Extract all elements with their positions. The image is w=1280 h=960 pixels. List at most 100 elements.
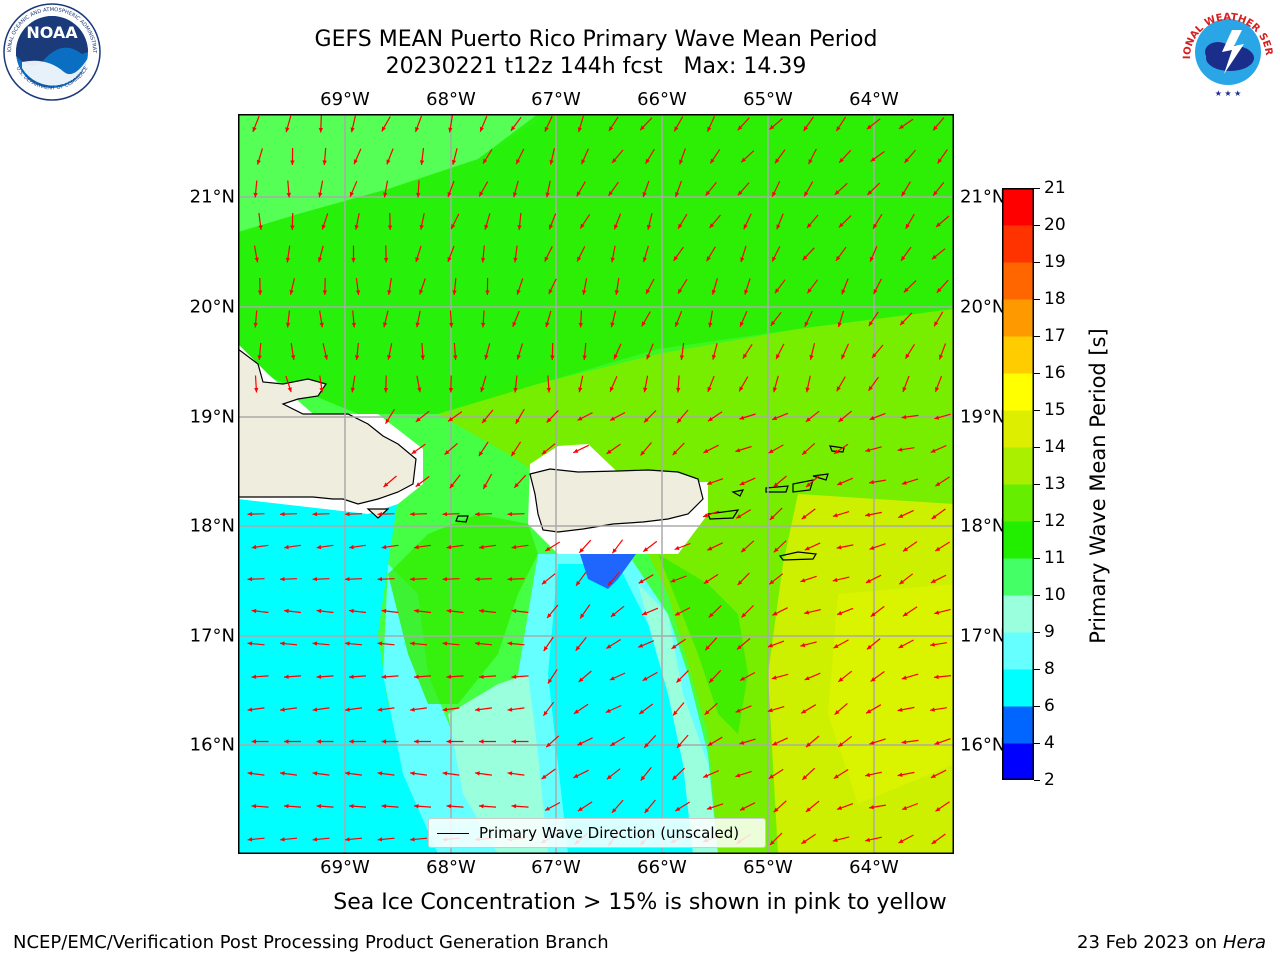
wave-arrow-head bbox=[674, 545, 680, 550]
wave-arrow-head bbox=[901, 191, 906, 197]
wave-arrow-head bbox=[930, 707, 935, 712]
wave-arrow-head bbox=[322, 290, 328, 295]
wave-arrow-head bbox=[247, 837, 253, 842]
wave-arrow-head bbox=[643, 387, 648, 393]
wave-arrow-head bbox=[415, 257, 420, 263]
wave-arrow-head bbox=[287, 387, 292, 393]
wave-arrow-head bbox=[676, 677, 682, 683]
wave-arrow-head bbox=[253, 192, 258, 198]
wave-arrow-head bbox=[479, 804, 484, 809]
wave-arrow-head bbox=[581, 159, 586, 165]
wave-arrow-head bbox=[901, 414, 907, 420]
wave-arrow-head bbox=[475, 641, 480, 646]
wave-arrow-head bbox=[516, 159, 521, 165]
wave-arrow-head bbox=[613, 354, 618, 360]
map-gridlines bbox=[238, 114, 954, 854]
wave-arrow-head bbox=[546, 742, 551, 748]
wave-arrow-head bbox=[345, 577, 350, 582]
wave-arrow-head bbox=[606, 774, 612, 780]
wave-arrow-head bbox=[354, 355, 360, 360]
wave-arrow-head bbox=[410, 577, 415, 582]
wave-arrow-head bbox=[705, 645, 710, 651]
wave-arrow-head bbox=[646, 289, 651, 294]
wave-arrow-head bbox=[703, 513, 708, 518]
wave-arrow-head bbox=[930, 578, 936, 583]
colorbar-tick-mark bbox=[1034, 595, 1040, 596]
wave-arrow-head bbox=[451, 159, 457, 165]
lat-label-left: 18°N bbox=[189, 515, 235, 537]
wave-arrow-head bbox=[739, 386, 744, 392]
colorbar-label: Primary Wave Mean Period [s] bbox=[1086, 328, 1110, 644]
wave-arrow-head bbox=[675, 192, 680, 197]
wave-arrow-head bbox=[868, 321, 874, 327]
wave-arrow-head bbox=[345, 837, 350, 842]
wave-arrow-head bbox=[349, 608, 354, 614]
lon-label-bottom: 68°W bbox=[426, 857, 476, 878]
wave-arrow-head bbox=[739, 740, 745, 745]
wave-arrow-head bbox=[837, 805, 842, 810]
wave-arrow-head bbox=[776, 354, 781, 360]
wave-arrow-head bbox=[442, 707, 448, 712]
wave-arrow-head bbox=[832, 577, 838, 582]
wave-arrow-head bbox=[387, 225, 393, 230]
wave-arrow-head bbox=[804, 610, 810, 615]
colorbar-tick-label: 16 bbox=[1044, 363, 1066, 383]
wave-arrow-head bbox=[865, 837, 871, 842]
colorbar-segment bbox=[1002, 410, 1034, 448]
wave-arrow-head bbox=[446, 544, 452, 550]
wave-arrow-head bbox=[285, 322, 291, 328]
wave-arrow-head bbox=[280, 771, 285, 776]
colorbar-segment bbox=[1002, 521, 1034, 559]
wave-arrow-head bbox=[410, 707, 415, 712]
wave-arrow-head bbox=[573, 709, 579, 714]
wave-arrow-head bbox=[483, 158, 488, 164]
wave-arrow-head bbox=[610, 612, 616, 617]
wave-arrow-head bbox=[804, 676, 810, 681]
lat-label-left: 17°N bbox=[189, 625, 235, 647]
wave-arrow-head bbox=[934, 321, 939, 327]
wave-arrow-head bbox=[353, 159, 358, 165]
period-region-4-6 bbox=[580, 554, 636, 589]
wave-arrow-head bbox=[580, 223, 585, 229]
wave-arrow-head bbox=[251, 544, 257, 550]
wave-arrow-head bbox=[675, 321, 680, 327]
colorbar-segment bbox=[1002, 558, 1034, 596]
wave-arrow-head bbox=[865, 772, 871, 777]
colorbar-tick-label: 13 bbox=[1044, 474, 1066, 494]
wave-arrow-head bbox=[475, 577, 480, 582]
wave-arrow-head bbox=[837, 481, 843, 486]
colorbar-tick-mark bbox=[1034, 706, 1040, 707]
wave-arrow-head bbox=[316, 544, 322, 550]
wave-arrow-head bbox=[771, 675, 777, 680]
wave-arrow-head bbox=[640, 125, 645, 131]
wave-arrow-head bbox=[897, 447, 903, 452]
wave-arrow-head bbox=[645, 158, 650, 164]
wave-arrow-head bbox=[769, 124, 775, 130]
wave-arrow-head bbox=[254, 257, 259, 263]
wave-arrow-head bbox=[446, 804, 452, 809]
wave-arrow-head bbox=[678, 288, 683, 294]
colorbar-segment bbox=[1002, 484, 1034, 522]
wave-arrow-head bbox=[448, 387, 454, 393]
wave-arrow-head bbox=[672, 450, 678, 456]
wave-arrow-head bbox=[673, 256, 678, 261]
wave-arrow-head bbox=[804, 546, 810, 551]
wave-arrow-head bbox=[903, 287, 909, 293]
wave-arrow-head bbox=[549, 224, 554, 230]
wave-arrow-head bbox=[737, 644, 742, 650]
colorbar bbox=[1002, 188, 1034, 780]
wave-arrow-head bbox=[935, 387, 940, 392]
vieques bbox=[707, 509, 740, 520]
wave-arrow-head bbox=[507, 512, 513, 517]
wave-arrow-head bbox=[510, 125, 516, 131]
wave-arrow-head bbox=[873, 289, 878, 295]
wave-arrow-head bbox=[869, 545, 875, 550]
wave-arrow-head bbox=[870, 612, 876, 617]
wave-arrow-head bbox=[544, 256, 549, 262]
wave-arrow-head bbox=[708, 612, 714, 618]
wave-arrow-head bbox=[866, 644, 872, 650]
wave-arrow-head bbox=[485, 290, 490, 295]
wave-arrow-head bbox=[930, 642, 935, 647]
wave-arrow-head bbox=[642, 192, 647, 197]
wave-arrow-head bbox=[642, 257, 647, 263]
